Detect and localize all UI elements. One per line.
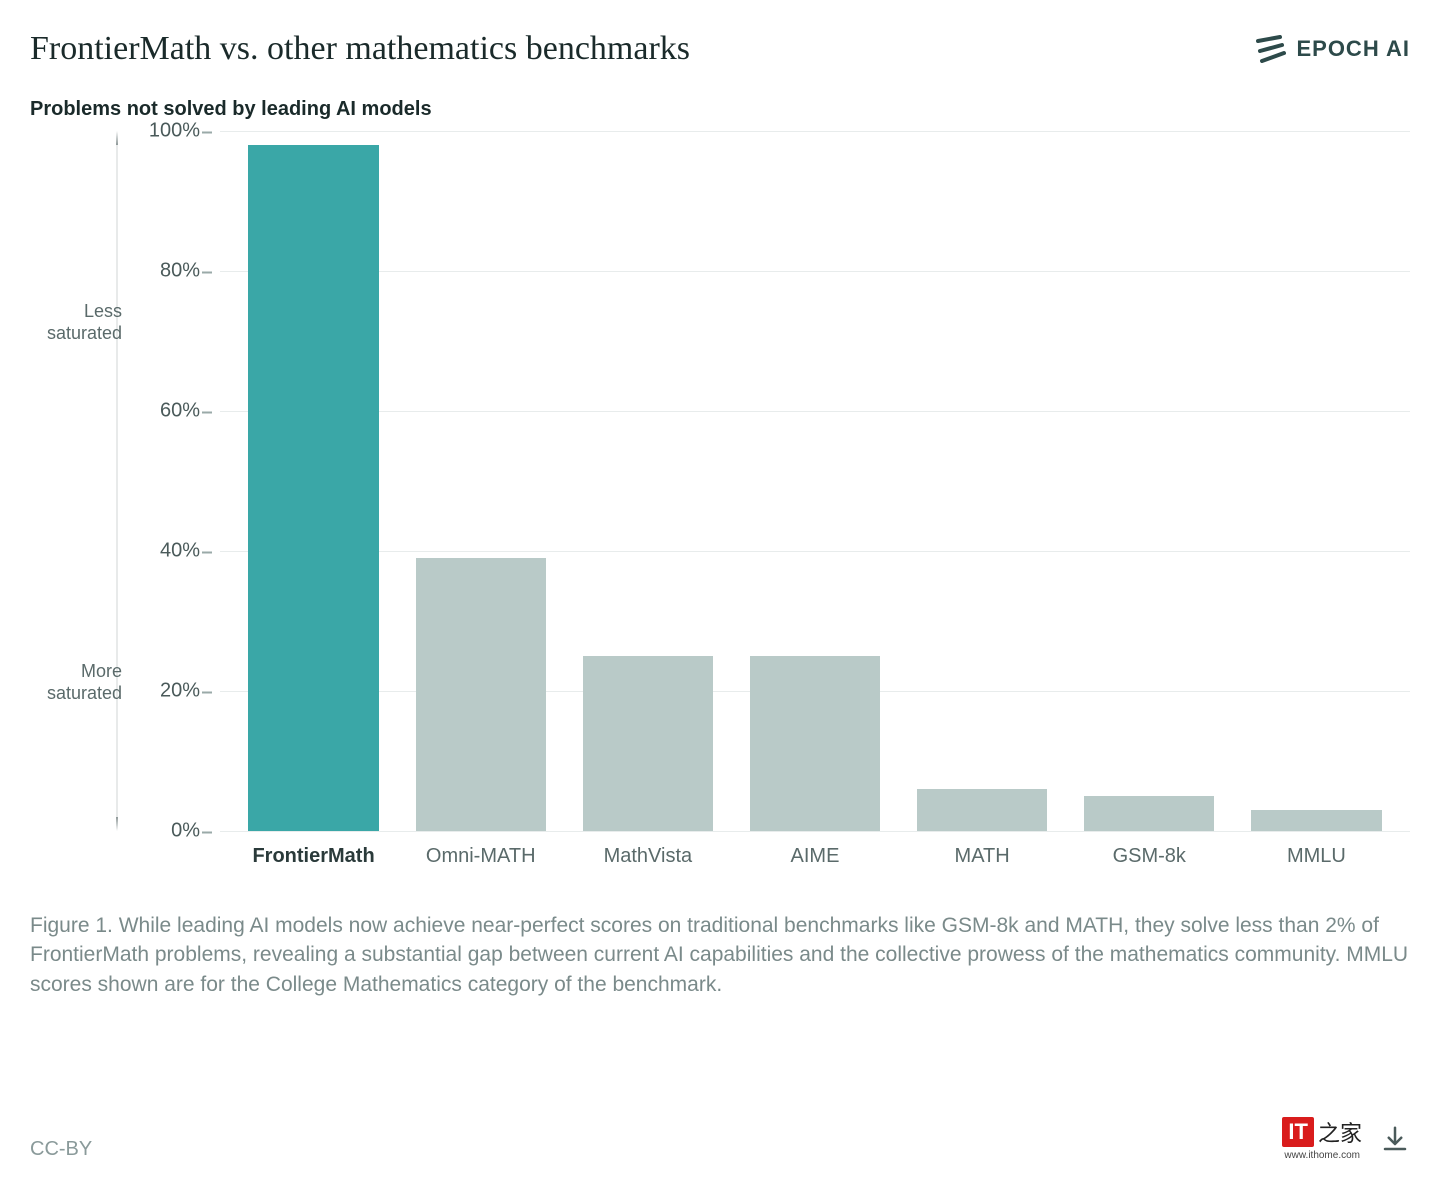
watermark-badge: IT 之家 www.ithome.com <box>1282 1116 1362 1161</box>
header: FrontierMath vs. other mathematics bench… <box>30 30 1410 68</box>
y-axis: 0%20%40%60%80%100% <box>130 131 210 871</box>
x-tick-label: MathVista <box>564 831 731 871</box>
y-axis-annotation: Lesssaturated Moresaturated <box>30 131 130 871</box>
plot-area: FrontierMathOmni-MATHMathVistaAIMEMATHGS… <box>220 131 1410 871</box>
watermark-it-icon: IT <box>1282 1117 1314 1147</box>
bar-chart: Lesssaturated Moresaturated 0% 20% 40% 60% 8… <box>30 131 1410 871</box>
bar <box>583 656 713 831</box>
x-tick-label: MMLU <box>1233 831 1400 871</box>
x-axis-labels: FrontierMathOmni-MATHMathVistaAIMEMATHGS… <box>220 831 1410 871</box>
x-tick-label: GSM-8k <box>1066 831 1233 871</box>
bar-slot <box>397 131 564 831</box>
y-annotation-less: Lesssaturated <box>47 301 122 344</box>
bar-slot <box>564 131 731 831</box>
bar-slot <box>1233 131 1400 831</box>
bar-slot <box>899 131 1066 831</box>
footer: CC-BY IT 之家 www.ithome.com <box>30 1116 1410 1161</box>
bar <box>917 789 1047 831</box>
bar <box>1084 796 1214 831</box>
y-axis-arrow-icon <box>116 131 118 831</box>
x-tick-label: AIME <box>731 831 898 871</box>
bar <box>750 656 880 831</box>
bar-slot <box>230 131 397 831</box>
page-title: FrontierMath vs. other mathematics bench… <box>30 30 690 68</box>
watermark-url: www.ithome.com <box>1284 1150 1360 1161</box>
x-tick-label: FrontierMath <box>230 831 397 871</box>
download-icon[interactable] <box>1380 1124 1410 1154</box>
brand-logo: EPOCH AI <box>1256 35 1410 63</box>
bar <box>416 558 546 831</box>
brand-name: EPOCH AI <box>1296 36 1410 62</box>
chart-subtitle: Problems not solved by leading AI models <box>30 98 1410 121</box>
bars-container <box>220 131 1410 831</box>
y-tick-label: 20% <box>130 680 200 703</box>
epoch-logo-icon <box>1256 35 1286 63</box>
x-tick-label: MATH <box>899 831 1066 871</box>
y-tick-label: 40% <box>130 540 200 563</box>
y-tick-label: 60% <box>130 400 200 423</box>
y-tick-label: 80% <box>130 260 200 283</box>
bar-slot <box>731 131 898 831</box>
y-annotation-more: Moresaturated <box>47 661 122 704</box>
watermark-glyph: 之家 <box>1318 1116 1362 1148</box>
y-tick-label: 0% <box>130 820 200 843</box>
bar <box>1251 810 1381 831</box>
figure-caption: Figure 1. While leading AI models now ac… <box>30 911 1410 999</box>
y-tick-label: 100% <box>130 120 200 143</box>
bar-slot <box>1066 131 1233 831</box>
license-label: CC-BY <box>30 1138 92 1161</box>
bar <box>248 145 378 831</box>
x-tick-label: Omni-MATH <box>397 831 564 871</box>
